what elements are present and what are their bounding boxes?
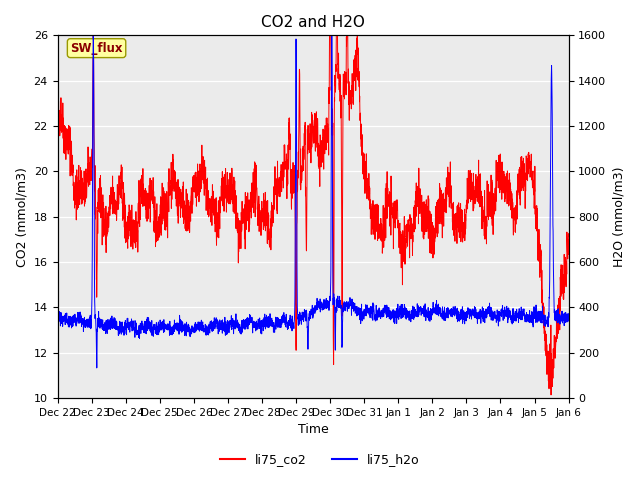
Title: CO2 and H2O: CO2 and H2O (261, 15, 365, 30)
Legend: li75_co2, li75_h2o: li75_co2, li75_h2o (215, 448, 425, 471)
Y-axis label: CO2 (mmol/m3): CO2 (mmol/m3) (15, 167, 28, 266)
Y-axis label: H2O (mmol/m3): H2O (mmol/m3) (612, 167, 625, 267)
Text: SW_flux: SW_flux (70, 42, 123, 55)
X-axis label: Time: Time (298, 423, 328, 436)
